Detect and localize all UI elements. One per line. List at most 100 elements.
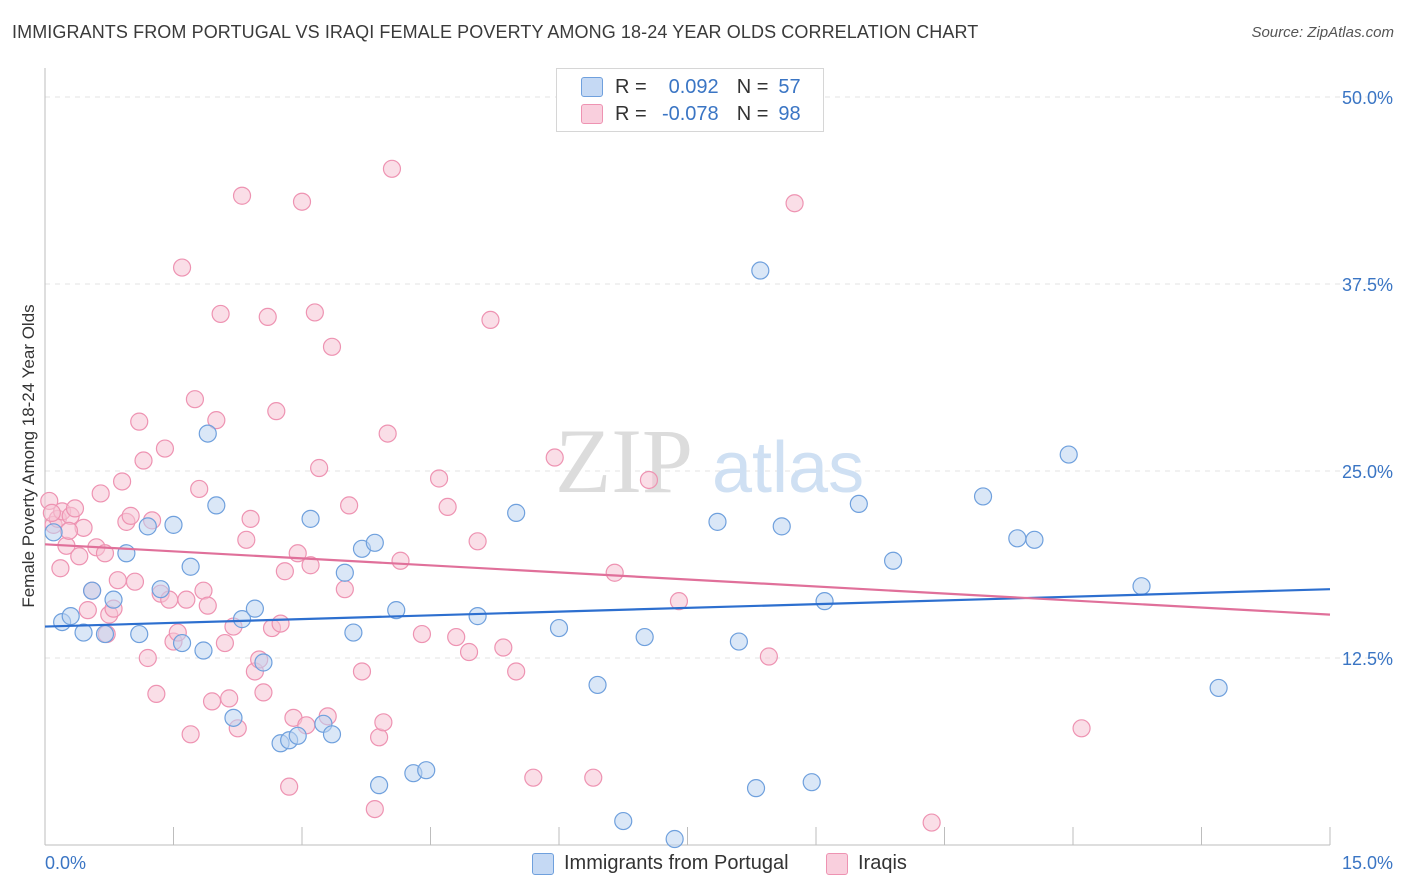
- portugal-point: [1059, 445, 1078, 464]
- iraqi-point: [412, 624, 432, 644]
- portugal-point: [973, 487, 993, 506]
- portugal-point: [104, 590, 123, 609]
- y-tick-label: 50.0%: [1342, 88, 1393, 108]
- iraqi-point: [305, 303, 324, 322]
- portugal-point: [365, 533, 384, 552]
- iraqi-point: [494, 638, 513, 657]
- portugal-swatch: [532, 852, 554, 875]
- portugal-swatch: [581, 77, 603, 97]
- grid-lines: [45, 96, 1393, 659]
- portugal-point: [883, 551, 903, 570]
- n-value: 57: [778, 75, 801, 98]
- iraqi-point: [429, 469, 449, 488]
- y-tick-label: 12.5%: [1342, 649, 1393, 669]
- portugal-point: [588, 675, 607, 695]
- legend-row-iraqi: R = -0.078 N = 98: [581, 102, 801, 126]
- iraqi-point: [134, 451, 153, 470]
- iraqi-point: [108, 571, 127, 590]
- iraqi-point: [584, 768, 603, 787]
- portugal-point: [746, 779, 766, 798]
- portugal-point: [468, 607, 487, 626]
- portugal-point: [95, 624, 115, 644]
- iraqi-point: [177, 590, 196, 609]
- iraqi-point: [365, 799, 384, 819]
- n-label: N =: [736, 102, 769, 125]
- iraqi-trend-line: [44, 543, 1331, 616]
- tick-labels: 12.5% 25.0% 37.5% 50.0% 0.0% 15.0%: [45, 88, 1393, 873]
- iraqi-point: [121, 506, 140, 525]
- r-value: -0.078: [661, 102, 719, 125]
- iraqi-point: [91, 484, 110, 503]
- iraqi-point: [759, 647, 778, 666]
- legend-item-iraqis[interactable]: Iraqis: [826, 852, 907, 875]
- iraqi-point: [211, 304, 230, 324]
- source-label: Source: ZipAtlas.com: [1251, 24, 1394, 41]
- iraqi-point: [639, 470, 659, 490]
- legend-item-portugal[interactable]: Immigrants from Portugal: [532, 852, 789, 875]
- chart-title: IMMIGRANTS FROM PORTUGAL VS IRAQI FEMALE…: [12, 22, 979, 42]
- portugal-point: [370, 776, 389, 795]
- iraqi-point: [232, 186, 252, 205]
- portugal-trend-line: [44, 588, 1331, 628]
- iraqi-point: [545, 448, 564, 467]
- r-label: R =: [615, 75, 647, 98]
- iraqi-point: [59, 521, 79, 540]
- iraqi-point: [241, 509, 260, 528]
- iraqi-point: [605, 563, 624, 582]
- iraqi-point: [138, 648, 157, 668]
- portugal-point: [614, 811, 633, 831]
- portugal-point: [1008, 529, 1027, 548]
- iraqi-point: [378, 424, 397, 443]
- legend-label-iraqis: Iraqis: [858, 852, 907, 874]
- portugal-point: [61, 607, 80, 626]
- iraqi-point: [524, 768, 543, 787]
- trend-lines: [44, 543, 1331, 628]
- iraqi-point: [130, 412, 149, 431]
- iraqi-point: [95, 544, 115, 563]
- iraqi-point: [215, 633, 234, 653]
- portugal-point: [301, 509, 320, 528]
- iraqi-point: [155, 439, 175, 458]
- iraqi-point: [1072, 719, 1091, 738]
- n-value: 98: [778, 102, 801, 125]
- portugal-point: [151, 580, 170, 599]
- portugal-point: [44, 523, 63, 542]
- n-label: N =: [736, 75, 769, 98]
- portugal-point: [198, 424, 217, 443]
- iraqi-point: [181, 725, 200, 744]
- iraqi-swatch: [826, 852, 848, 875]
- portugal-point: [1209, 678, 1228, 698]
- watermark-atlas: atlas: [712, 428, 864, 508]
- iraqi-point: [459, 642, 479, 662]
- portugal-point: [83, 581, 102, 600]
- y-axis-label: Female Poverty Among 18-24 Year Olds: [19, 304, 38, 607]
- iraqi-point: [42, 503, 61, 522]
- portugal-point: [254, 653, 273, 672]
- portugal-point: [207, 496, 226, 515]
- iraqi-point: [125, 572, 145, 591]
- iraqi-point: [922, 813, 941, 832]
- iraqi-point: [310, 458, 329, 478]
- iraqi-point: [292, 192, 312, 211]
- iraqi-point: [438, 497, 457, 517]
- iraqi-point: [190, 479, 209, 499]
- portugal-point: [344, 623, 363, 642]
- iraqi-point: [194, 581, 213, 600]
- iraqi-point: [147, 684, 166, 704]
- portugal-point: [194, 641, 213, 660]
- iraqi-point: [207, 411, 226, 430]
- iraqi-point: [78, 601, 97, 620]
- portugal-point: [708, 512, 727, 531]
- iraqi-point: [65, 499, 85, 518]
- iraqi-point: [340, 496, 359, 515]
- portugal-point: [802, 773, 821, 792]
- iraqi-point: [669, 592, 689, 611]
- portugal-point: [224, 708, 243, 727]
- iraqi-swatch: [581, 104, 603, 124]
- portugal-point: [507, 503, 526, 522]
- portugal-point: [1132, 577, 1151, 596]
- portugal-point: [164, 515, 183, 534]
- portugal-point: [322, 725, 342, 744]
- portugal-point: [729, 632, 749, 651]
- iraqi-point: [370, 728, 389, 747]
